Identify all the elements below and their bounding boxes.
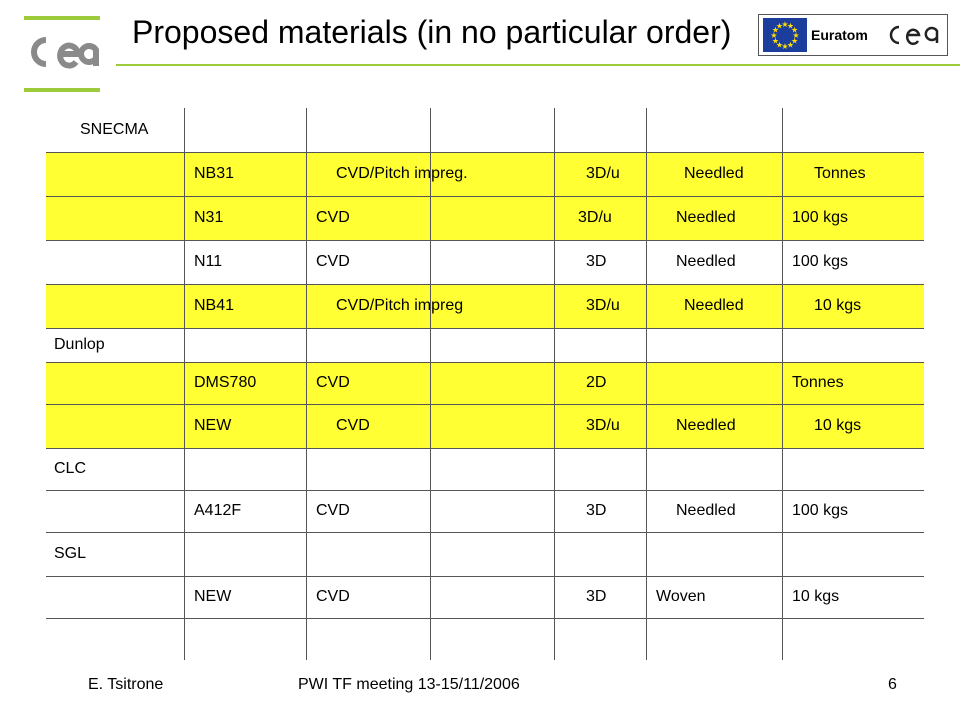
table-cell: CVD (316, 253, 350, 270)
euratom-badge: ★ ★ ★ ★ ★ ★ ★ ★ ★ ★ ★ ★ Euratom (758, 14, 948, 56)
table-cell: Needled (676, 253, 736, 270)
column-divider (782, 108, 783, 660)
table-cell: CVD/Pitch impreg (336, 297, 464, 314)
eu-star-icon: ★ (781, 42, 788, 51)
eu-star-icon: ★ (792, 31, 799, 40)
highlighted-row (46, 153, 924, 196)
eu-star-icon: ★ (787, 21, 794, 30)
row-divider (46, 532, 924, 533)
table-cell: 3D (586, 253, 607, 270)
table-cell: CVD (316, 209, 350, 226)
table-cell: NB31 (194, 165, 235, 182)
eu-star-icon: ★ (776, 21, 783, 30)
table-cell: 3D/u (586, 165, 620, 182)
table-cell: A412F (194, 502, 242, 519)
title-underline (116, 64, 960, 66)
eu-star-icon: ★ (781, 20, 788, 29)
row-divider (46, 618, 924, 619)
logo-bottom-bar (24, 88, 100, 92)
cea-small-logo-icon (889, 25, 939, 46)
eu-flag-icon: ★ ★ ★ ★ ★ ★ ★ ★ ★ ★ ★ ★ (763, 18, 807, 52)
slide-title: Proposed materials (in no particular ord… (132, 14, 732, 50)
table-cell: CVD/Pitch impreg. (336, 165, 468, 182)
table-cell: Dunlop (54, 336, 105, 353)
table-cell: 3D/u (586, 417, 620, 434)
table-cell: Needled (676, 502, 736, 519)
table-cell: 100 kgs (792, 253, 849, 270)
cea-logo (24, 16, 102, 92)
eu-star-icon: ★ (791, 26, 798, 35)
table-cell: 100 kgs (792, 209, 849, 226)
table-cell: N11 (194, 253, 223, 270)
table-cell: CVD (336, 417, 370, 434)
row-divider (46, 152, 924, 153)
eu-star-icon: ★ (776, 41, 783, 50)
table-cell: NB41 (194, 297, 235, 314)
row-divider (46, 448, 924, 449)
table-cell: 3D/u (586, 297, 620, 314)
column-divider (646, 108, 647, 660)
column-divider (184, 108, 185, 660)
eu-star-icon: ★ (787, 41, 794, 50)
table-cell: 10 kgs (814, 417, 862, 434)
column-divider (554, 108, 555, 660)
table-cell: 100 kgs (792, 502, 849, 519)
table-cell: CLC (54, 460, 87, 477)
row-divider (46, 196, 924, 197)
table-cell: SGL (54, 545, 87, 562)
column-divider (430, 108, 431, 660)
table-cell: NEW (194, 417, 232, 434)
table-cell: Needled (676, 417, 736, 434)
row-divider (46, 240, 924, 241)
highlighted-row (46, 363, 924, 404)
highlighted-row (46, 197, 924, 240)
table-cell: NEW (194, 588, 232, 605)
eu-star-icon: ★ (791, 37, 798, 46)
cea-logo-mark (31, 37, 99, 69)
eu-star-icon: ★ (772, 26, 779, 35)
row-divider (46, 576, 924, 577)
table-cell: Tonnes (814, 165, 866, 182)
row-divider (46, 490, 924, 491)
table-cell: 10 kgs (814, 297, 862, 314)
table-cell: 3D (586, 502, 607, 519)
row-divider (46, 328, 924, 329)
footer-meeting: PWI TF meeting 13-15/11/2006 (298, 676, 520, 693)
highlighted-row (46, 405, 924, 448)
table-cell: Needled (684, 297, 744, 314)
footer-author: E. Tsitrone (88, 676, 164, 693)
highlighted-row (46, 285, 924, 328)
table-cell: DMS780 (194, 374, 257, 391)
column-divider (306, 108, 307, 660)
logo-top-bar (24, 16, 100, 20)
table-cell: Needled (684, 165, 744, 182)
table-cell: 10 kgs (792, 588, 840, 605)
table-cell: 2D (586, 374, 607, 391)
eu-star-icon: ★ (772, 37, 779, 46)
table-cell: SNECMA (80, 121, 149, 138)
table-cell: N31 (194, 209, 224, 226)
row-divider (46, 362, 924, 363)
row-divider (46, 404, 924, 405)
table-cell: 3D (586, 588, 607, 605)
euratom-label: Euratom (811, 27, 868, 43)
footer-page-number: 6 (888, 676, 897, 693)
eu-star-icon: ★ (770, 31, 777, 40)
table-cell: CVD (316, 374, 350, 391)
table-cell: Woven (656, 588, 706, 605)
table-cell: 3D/u (578, 209, 612, 226)
table-cell: Needled (676, 209, 736, 226)
table-cell: Tonnes (792, 374, 844, 391)
table-cell: CVD (316, 588, 350, 605)
table-cell: CVD (316, 502, 350, 519)
row-divider (46, 284, 924, 285)
